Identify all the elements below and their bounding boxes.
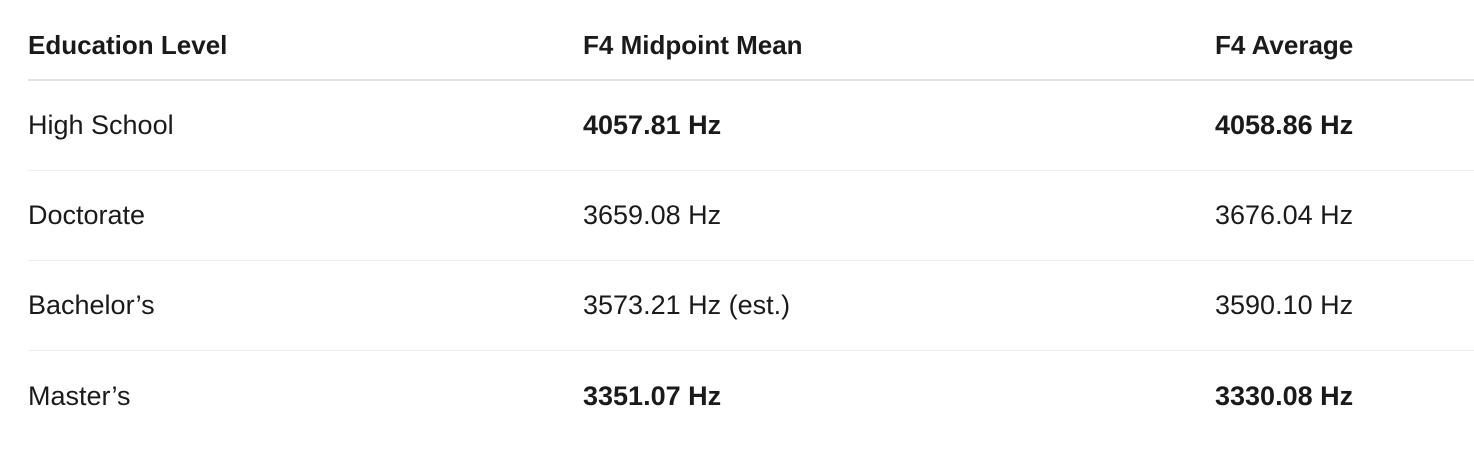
average-cell: 3330.08 Hz [1215,380,1354,411]
table-row: High School 4057.81 Hz 4058.86 Hz [28,81,1474,171]
midpoint-mean-cell: 3659.08 Hz [583,200,722,231]
data-table: Education Level F4 Midpoint Mean F4 Aver… [28,0,1474,441]
column-header-f4-midpoint-mean: F4 Midpoint Mean [583,29,803,60]
table-row: Bachelor’s 3573.21 Hz (est.) 3590.10 Hz [28,261,1474,351]
column-header-f4-average: F4 Average [1215,29,1354,60]
average-cell: 3590.10 Hz [1215,290,1354,321]
education-level-cell: Doctorate [28,200,146,231]
education-level-cell: Master’s [28,380,131,411]
education-level-cell: High School [28,110,174,141]
midpoint-mean-cell: 3573.21 Hz (est.) [583,290,791,321]
table-row: Master’s 3351.07 Hz 3330.08 Hz [28,351,1474,441]
table-row: Doctorate 3659.08 Hz 3676.04 Hz [28,171,1474,261]
average-cell: 3676.04 Hz [1215,200,1354,231]
midpoint-mean-cell: 3351.07 Hz [583,380,722,411]
average-cell: 4058.86 Hz [1215,110,1354,141]
table-header-row: Education Level F4 Midpoint Mean F4 Aver… [28,0,1474,81]
column-header-education-level: Education Level [28,29,228,60]
midpoint-mean-cell: 4057.81 Hz [583,110,722,141]
education-level-cell: Bachelor’s [28,290,155,321]
